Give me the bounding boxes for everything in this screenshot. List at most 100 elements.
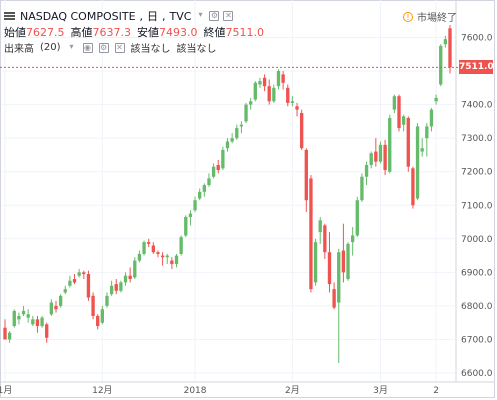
candle[interactable] (26, 309, 30, 323)
candle[interactable] (262, 74, 267, 92)
candle[interactable] (383, 139, 387, 176)
candle[interactable] (147, 238, 151, 248)
candle[interactable] (184, 215, 188, 238)
candle[interactable] (267, 79, 271, 105)
candle[interactable] (434, 94, 438, 105)
candle[interactable] (119, 280, 123, 293)
candle[interactable] (429, 107, 434, 132)
candle[interactable] (160, 252, 165, 266)
candle[interactable] (91, 292, 95, 320)
candle[interactable] (443, 35, 448, 48)
candle[interactable] (82, 270, 86, 280)
candle[interactable] (170, 257, 174, 269)
candle[interactable] (355, 196, 359, 238)
candle[interactable] (309, 175, 313, 293)
candle[interactable] (7, 331, 12, 343)
candle[interactable] (337, 248, 341, 363)
candle[interactable] (3, 319, 7, 340)
candle[interactable] (142, 240, 146, 256)
candle[interactable] (35, 315, 40, 333)
symbol-name[interactable]: NASDAQ COMPOSITE (20, 9, 136, 23)
candle[interactable] (68, 275, 72, 288)
chevron-down-icon[interactable]: ▾ (198, 10, 203, 19)
eye-icon[interactable]: ◉ (82, 42, 93, 53)
candle[interactable] (123, 272, 128, 286)
settings-icon[interactable]: ⚙ (98, 42, 109, 53)
candle[interactable] (388, 114, 392, 174)
candle[interactable] (198, 188, 202, 201)
candle[interactable] (179, 235, 183, 256)
candle[interactable] (286, 84, 290, 107)
candle[interactable] (58, 294, 63, 308)
candle[interactable] (411, 166, 415, 209)
candle[interactable] (378, 141, 383, 164)
candle[interactable] (193, 196, 197, 212)
candle[interactable] (415, 123, 420, 201)
menu-icon[interactable] (4, 11, 16, 21)
candle[interactable] (258, 77, 262, 88)
candle[interactable] (360, 173, 364, 202)
candle[interactable] (350, 227, 355, 256)
candle[interactable] (40, 315, 44, 328)
candle[interactable] (235, 124, 239, 140)
interval-label[interactable]: 日 (147, 10, 159, 23)
candle[interactable] (63, 285, 67, 295)
candle[interactable] (364, 161, 369, 186)
candle[interactable] (207, 173, 211, 187)
candle[interactable] (109, 280, 114, 296)
candle[interactable] (420, 138, 424, 157)
candle[interactable] (397, 94, 401, 132)
candle[interactable] (425, 123, 429, 157)
candle[interactable] (313, 238, 318, 286)
candle[interactable] (327, 232, 332, 293)
candle[interactable] (188, 210, 193, 226)
candle[interactable] (72, 274, 77, 285)
candle[interactable] (105, 292, 109, 308)
candle[interactable] (21, 305, 26, 316)
candle[interactable] (174, 253, 179, 268)
candle[interactable] (230, 133, 234, 144)
candle[interactable] (299, 109, 304, 150)
candle[interactable] (216, 159, 220, 174)
candle[interactable] (448, 24, 452, 74)
candle[interactable] (253, 81, 257, 102)
candle[interactable] (211, 163, 216, 179)
candle[interactable] (276, 69, 281, 90)
candle[interactable] (225, 138, 230, 152)
candle[interactable] (114, 279, 118, 295)
candle[interactable] (272, 84, 276, 103)
close-icon[interactable]: ✕ (223, 11, 234, 21)
candle[interactable] (304, 148, 308, 212)
candle[interactable] (281, 71, 285, 90)
settings-icon[interactable]: ⚙ (209, 11, 220, 21)
candle[interactable] (12, 309, 16, 328)
candle[interactable] (439, 44, 443, 87)
candle[interactable] (323, 223, 327, 259)
candle[interactable] (133, 257, 137, 280)
candle[interactable] (332, 282, 336, 310)
candle[interactable] (165, 253, 169, 264)
candle[interactable] (341, 223, 346, 283)
candle[interactable] (137, 250, 142, 263)
candle[interactable] (244, 102, 248, 124)
candle[interactable] (290, 96, 295, 107)
candle[interactable] (406, 116, 410, 172)
candle[interactable] (295, 102, 299, 117)
close-icon[interactable]: ✕ (114, 42, 125, 53)
candle[interactable] (100, 305, 105, 325)
candle[interactable] (86, 270, 91, 301)
candle[interactable] (128, 267, 132, 283)
volume-label[interactable]: 出来高 (4, 44, 34, 55)
candle[interactable] (49, 299, 54, 316)
candle[interactable] (54, 300, 58, 313)
candle[interactable] (156, 250, 160, 258)
candle[interactable] (369, 151, 373, 169)
candle[interactable] (392, 94, 397, 113)
candle[interactable] (77, 268, 81, 278)
candle[interactable] (96, 314, 100, 330)
candle[interactable] (17, 312, 21, 325)
candle[interactable] (239, 121, 244, 134)
candle[interactable] (151, 242, 156, 254)
candle[interactable] (346, 242, 350, 281)
